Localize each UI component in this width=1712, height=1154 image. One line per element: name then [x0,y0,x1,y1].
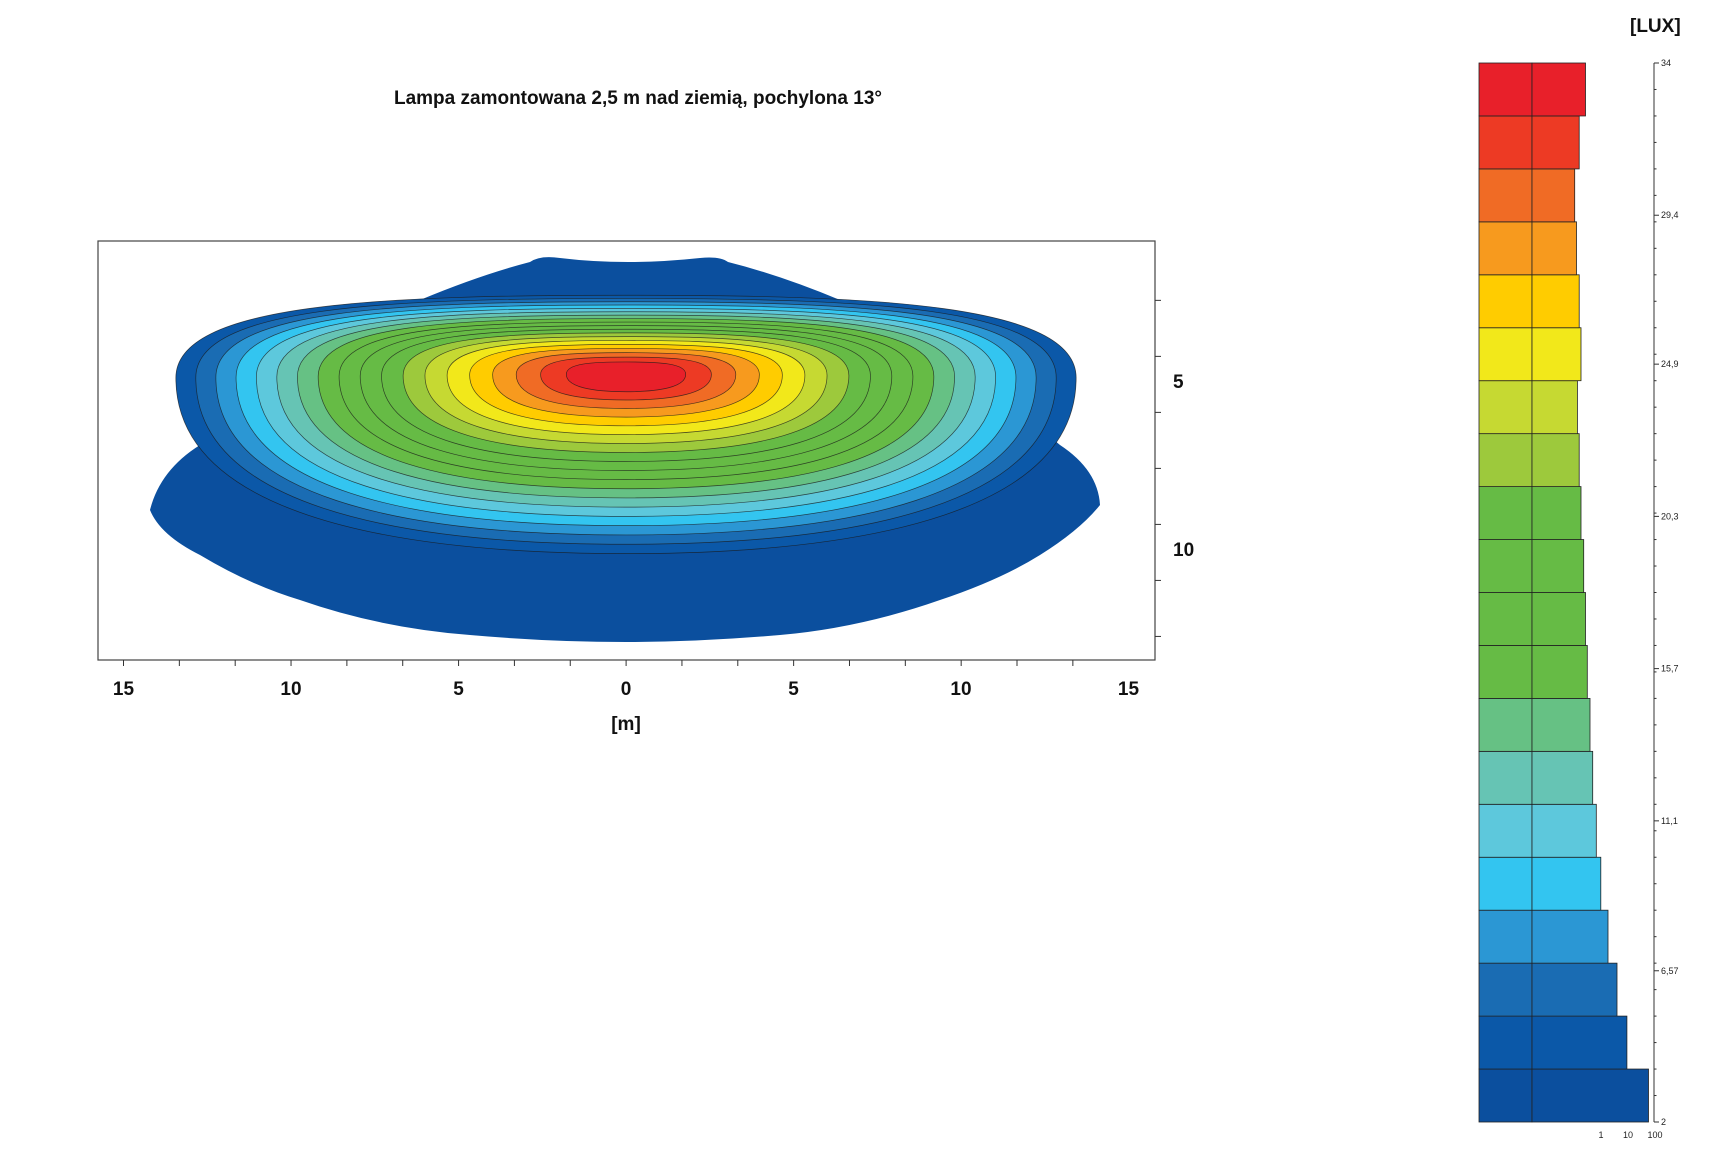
colorbar-histogram-bar [1531,962,1618,1017]
colorbar-swatch [1478,592,1533,646]
colorbar-swatch [1478,274,1533,329]
colorbar: 34 29,4 24,9 20,3 15,7 11,1 6,57 2 1 10 100 [1478,58,1679,1140]
x-tick-label: 15 [1118,679,1140,700]
colorbar-swatch [1478,115,1533,170]
colorbar-histogram-bar [1531,856,1602,911]
colorbar-unit: [LUX] [1630,16,1681,37]
x-tick-label: 10 [280,679,301,700]
x-tick-label: 5 [453,679,464,700]
colorbar-swatch [1478,1015,1533,1070]
colorbar-histogram-bar [1531,592,1586,646]
colorbar-histogram-bar [1531,909,1609,964]
y-tick-label: 10 [1173,540,1194,561]
colorbar-tick-label: 34 [1661,58,1671,68]
colorbar-swatch [1478,539,1533,593]
colorbar-swatch [1478,486,1533,540]
colorbar-swatch [1478,909,1533,964]
colorbar-histogram-bar [1531,698,1591,752]
histogram-axis-label: 100 [1647,1130,1662,1140]
colorbar-histogram-bar [1531,1015,1628,1070]
x-tick-label: 0 [621,679,632,700]
colorbar-swatch [1478,698,1533,752]
colorbar-histogram-bar [1531,486,1582,540]
colorbar-swatch [1478,645,1533,699]
colorbar-swatch [1478,1068,1533,1123]
colorbar-histogram-bar [1531,539,1585,593]
colorbar-histogram-bar [1531,645,1588,699]
colorbar-swatch [1478,62,1533,117]
y-tick-label: 5 [1173,372,1184,393]
colorbar-swatch [1478,856,1533,911]
colorbar-swatch [1478,168,1533,223]
colorbar-tick-label: 6,57 [1661,966,1679,976]
colorbar-histogram-bar [1531,803,1597,858]
colorbar-histogram-bar [1531,274,1580,329]
colorbar-histogram-bar [1531,168,1576,223]
histogram-axis-label: 10 [1623,1130,1633,1140]
colorbar-tick-label: 20,3 [1661,511,1679,521]
isolux-band [565,361,687,393]
colorbar-swatch [1478,327,1533,382]
colorbar-swatch [1478,803,1533,858]
colorbar-tick-label: 29,4 [1661,210,1679,220]
colorbar-swatch [1478,750,1533,805]
colorbar-swatch [1478,962,1533,1017]
x-axis-label: [m] [611,714,641,735]
colorbar-histogram-bar [1531,750,1594,805]
colorbar-swatch [1478,380,1533,435]
contour-plot [150,257,1100,642]
colorbar-histogram-bar [1531,115,1580,170]
colorbar-swatch [1478,433,1533,487]
colorbar-histogram-bar [1531,221,1577,276]
y-axis: 5 10 [1155,299,1194,637]
colorbar-swatch [1478,221,1533,276]
colorbar-histogram-bar [1531,433,1580,487]
x-tick-label: 10 [950,679,971,700]
colorbar-histogram-bar [1531,1068,1649,1123]
colorbar-histogram-bar [1531,62,1586,117]
histogram-axis-label: 1 [1598,1130,1603,1140]
colorbar-histogram-bar [1531,380,1578,435]
colorbar-tick-label: 24,9 [1661,359,1679,369]
x-axis: 15 10 5 0 5 10 15 [113,660,1140,700]
x-tick-label: 15 [113,679,135,700]
colorbar-tick-label: 2 [1661,1117,1666,1127]
colorbar-tick-label: 15,7 [1661,664,1679,674]
x-tick-label: 5 [788,679,799,700]
colorbar-histogram-bar [1531,327,1582,382]
chart-title: Lampa zamontowana 2,5 m nad ziemią, poch… [393,88,882,109]
colorbar-tick-label: 11,1 [1661,816,1678,826]
